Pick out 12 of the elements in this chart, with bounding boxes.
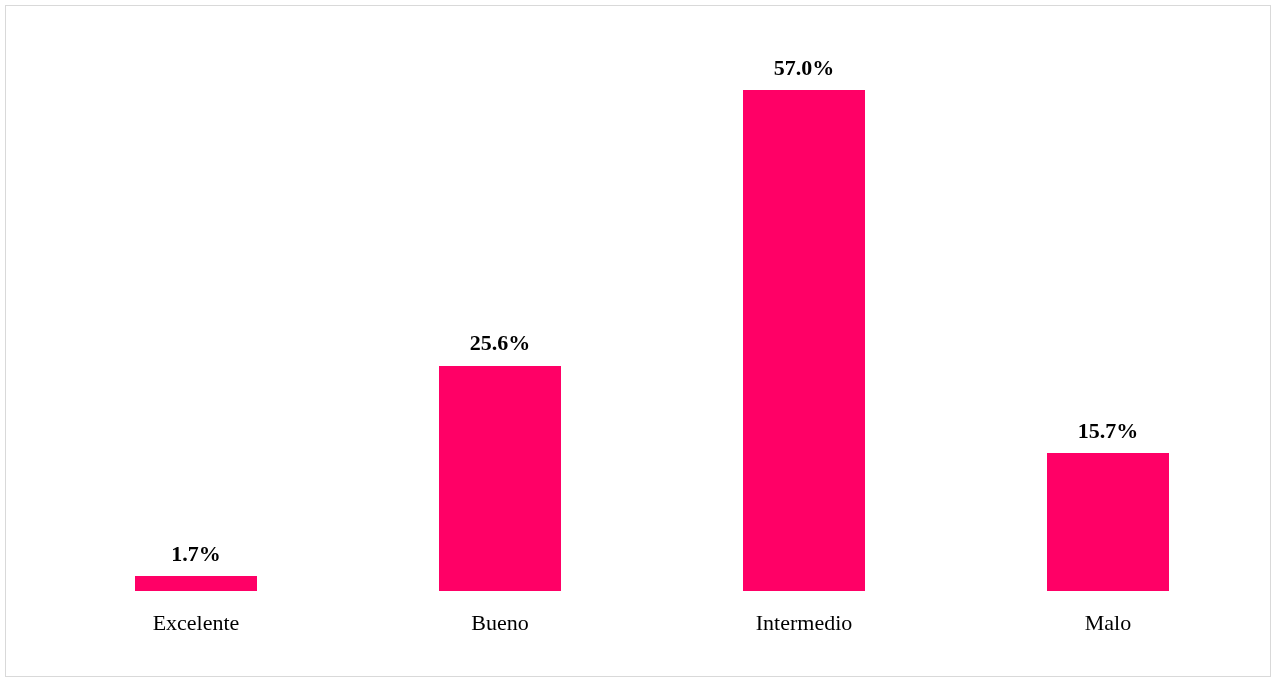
x-tick-label: Intermedio	[755, 609, 853, 635]
x-tick-label: Malo	[1084, 609, 1132, 635]
data-label: 1.7%	[171, 540, 221, 566]
data-label: 57.0%	[773, 54, 835, 80]
data-label: 15.7%	[1077, 417, 1139, 443]
bar	[1047, 453, 1169, 591]
x-tick-label: Excelente	[152, 609, 240, 635]
bar	[135, 576, 257, 591]
x-tick-label: Bueno	[471, 609, 529, 635]
bar	[743, 90, 865, 591]
data-label: 25.6%	[469, 330, 531, 356]
bar	[439, 365, 561, 591]
